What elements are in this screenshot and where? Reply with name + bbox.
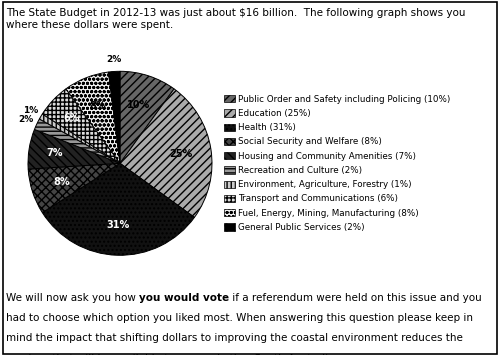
Text: where these dollars were spent.: where these dollars were spent.: [6, 20, 173, 29]
Wedge shape: [28, 130, 120, 169]
Wedge shape: [40, 114, 120, 163]
Wedge shape: [120, 71, 174, 163]
Text: 25%: 25%: [170, 149, 192, 159]
Text: 8%: 8%: [53, 178, 70, 187]
Wedge shape: [42, 163, 194, 255]
Text: 10%: 10%: [128, 100, 150, 110]
Text: 31%: 31%: [106, 220, 130, 230]
Text: 7%: 7%: [46, 148, 63, 158]
Text: you would vote: you would vote: [139, 293, 229, 303]
Wedge shape: [42, 89, 120, 163]
Text: 2%: 2%: [18, 115, 34, 124]
Text: We will now ask you how: We will now ask you how: [6, 293, 139, 303]
Text: 1%: 1%: [23, 106, 38, 115]
Text: mind the impact that shifting dollars to improving the coastal environment reduc: mind the impact that shifting dollars to…: [6, 333, 463, 343]
Wedge shape: [28, 163, 120, 213]
Wedge shape: [108, 71, 120, 163]
Wedge shape: [66, 72, 120, 163]
Text: 6%: 6%: [64, 113, 80, 123]
Text: The State Budget in 2012-13 was just about $16 billion.  The following graph sho: The State Budget in 2012-13 was just abo…: [6, 8, 466, 18]
Text: 8%: 8%: [89, 101, 106, 111]
Text: if a referendum were held on this issue and you: if a referendum were held on this issue …: [229, 293, 482, 303]
Legend: Public Order and Safety including Policing (10%), Education (25%), Health (31%),: Public Order and Safety including Polici…: [224, 95, 451, 232]
Wedge shape: [34, 119, 120, 163]
Text: services that will be available to you and other South Australians.: services that will be available to you a…: [6, 354, 350, 355]
Wedge shape: [120, 89, 212, 217]
Text: 2%: 2%: [106, 55, 121, 64]
Text: had to choose which option you liked most. When answering this question please k: had to choose which option you liked mos…: [6, 313, 473, 323]
